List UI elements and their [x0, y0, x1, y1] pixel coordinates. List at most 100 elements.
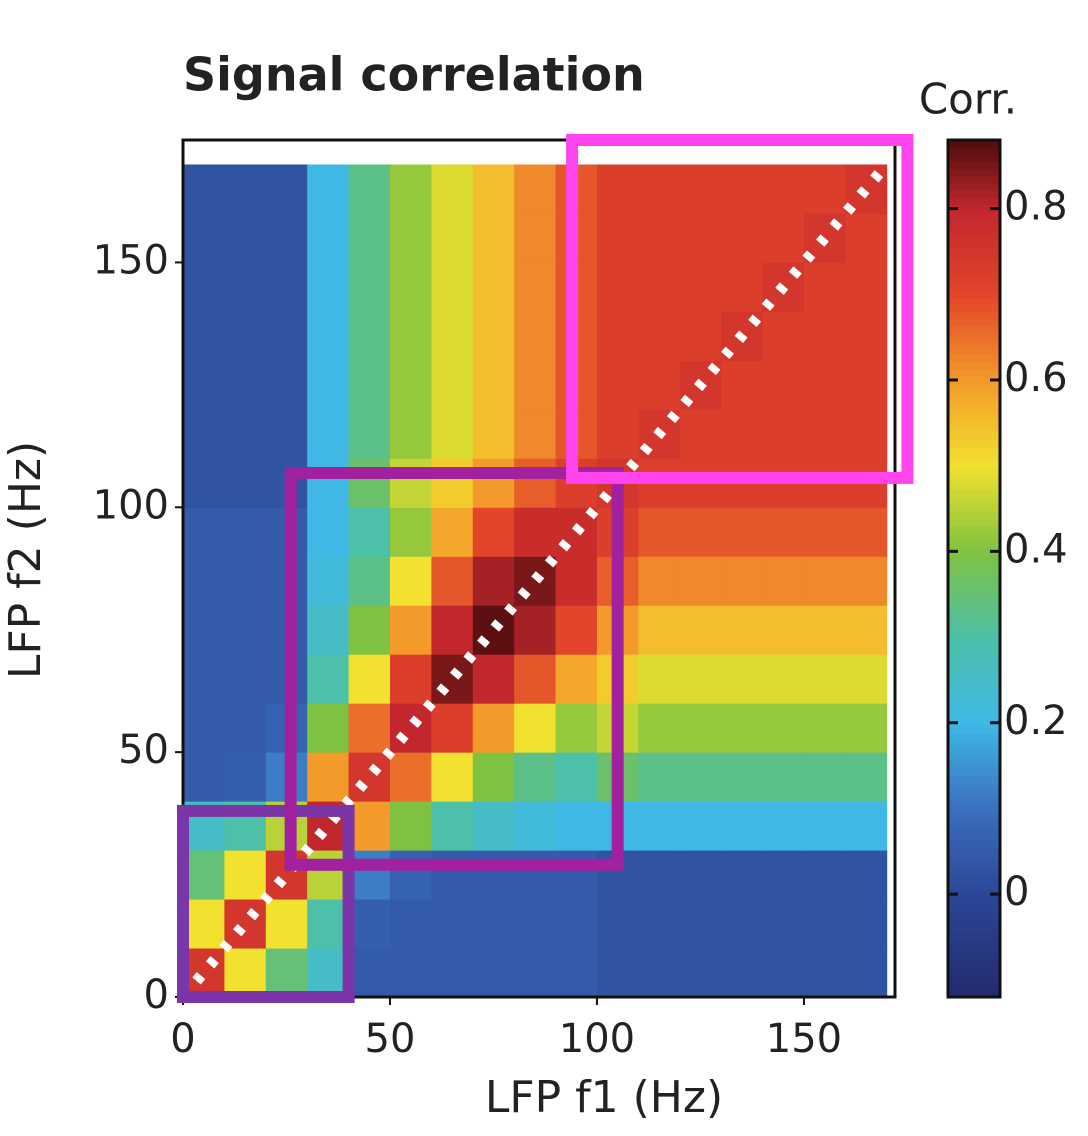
heatmap-cell: [183, 948, 225, 998]
heatmap-cell: [472, 213, 515, 263]
colorbar-segment: [948, 911, 1000, 920]
heatmap: [183, 164, 888, 998]
colorbar-segment: [948, 489, 1000, 498]
colorbar-segment: [948, 761, 1000, 770]
colorbar-segment: [948, 925, 1000, 934]
heatmap-cell: [762, 752, 805, 802]
colorbar-tick-label: 0.4: [1004, 526, 1068, 572]
heatmap-cell: [762, 556, 805, 606]
heatmap-cell: [596, 409, 639, 459]
heatmap-cell: [348, 654, 391, 704]
colorbar-segment: [948, 397, 1000, 405]
colorbar-segment: [948, 254, 1000, 263]
colorbar-segment: [948, 804, 1000, 812]
heatmap-cell: [638, 164, 681, 214]
heatmap-cell: [845, 164, 888, 214]
heatmap-cell: [762, 703, 805, 753]
heatmap-cell: [224, 948, 267, 998]
highlight-box: [566, 134, 914, 484]
heatmap-cell: [389, 262, 432, 312]
heatmap-cell: [224, 850, 267, 900]
heatmap-cell: [555, 654, 598, 704]
heatmap-cell: [762, 311, 805, 361]
colorbar-segment: [948, 311, 1000, 320]
heatmap-cell: [679, 262, 722, 312]
heatmap-cell: [431, 458, 474, 508]
colorbar-segment: [948, 782, 1000, 791]
colorbar-segment: [948, 147, 1000, 155]
colorbar-segment: [948, 575, 1000, 584]
heatmap-cell: [224, 213, 267, 263]
heatmap-cell: [472, 458, 515, 508]
heatmap-cell: [307, 605, 350, 655]
heatmap-cell: [183, 850, 225, 900]
heatmap-cell: [224, 507, 267, 557]
colorbar-segment: [948, 554, 1000, 562]
heatmap-cell: [224, 556, 267, 606]
colorbar-segment: [948, 239, 1000, 248]
heatmap-cell: [389, 752, 432, 802]
heatmap-cell: [472, 948, 515, 998]
heatmap-cell: [555, 556, 598, 606]
heatmap-cell: [845, 703, 888, 753]
heatmap-cell: [762, 899, 805, 949]
heatmap-cell: [224, 311, 267, 361]
heatmap-cell: [596, 213, 639, 263]
colorbar-segment: [948, 882, 1000, 891]
heatmap-cell: [638, 948, 681, 998]
colorbar-segment: [948, 989, 1000, 998]
heatmap-cell: [638, 556, 681, 606]
heatmap-cell: [845, 507, 888, 557]
colorbar-segment: [948, 389, 1000, 398]
heatmap-cell: [514, 850, 557, 900]
heatmap-cell: [803, 556, 846, 606]
y-tick-label: 150: [93, 237, 169, 283]
heatmap-cell: [679, 605, 722, 655]
heatmap-cell: [431, 213, 474, 263]
colorbar-segment: [948, 632, 1000, 641]
heatmap-cell: [472, 899, 515, 949]
colorbar-segment: [948, 861, 1000, 870]
heatmap-cell: [679, 311, 722, 361]
heatmap-cell: [431, 409, 474, 459]
colorbar-segment: [948, 447, 1000, 455]
colorbar-segment: [948, 304, 1000, 312]
colorbar-segment: [948, 847, 1000, 855]
colorbar-segment: [948, 368, 1000, 377]
colorbar-label: Corr.: [919, 75, 1017, 124]
heatmap-cell: [472, 801, 515, 851]
colorbar-segment: [948, 168, 1000, 177]
colorbar-segment: [948, 889, 1000, 898]
heatmap-cell: [307, 507, 350, 557]
heatmap-cell: [348, 458, 391, 508]
heatmap-cell: [596, 164, 639, 214]
colorbar-segment: [948, 339, 1000, 348]
heatmap-cell: [265, 899, 308, 949]
x-axis-label: LFP f1 (Hz): [485, 1072, 723, 1123]
heatmap-cell: [638, 850, 681, 900]
heatmap-cell: [638, 752, 681, 802]
colorbar-segment: [948, 375, 1000, 384]
heatmap-cell: [389, 213, 432, 263]
colorbar-segment: [948, 418, 1000, 427]
heatmap-cell: [307, 213, 350, 263]
heatmap-cell: [514, 311, 557, 361]
heatmap-cell: [183, 311, 225, 361]
colorbar-segment: [948, 511, 1000, 520]
heatmap-cell: [638, 605, 681, 655]
heatmap-cell: [348, 262, 391, 312]
colorbar-segment: [948, 747, 1000, 755]
heatmap-cell: [224, 458, 267, 508]
heatmap-cell: [721, 360, 764, 410]
heatmap-cell: [596, 360, 639, 410]
heatmap-cell: [431, 164, 474, 214]
colorbar-segment: [948, 439, 1000, 448]
heatmap-cell: [803, 605, 846, 655]
heatmap-cell: [389, 654, 432, 704]
heatmap-cell: [183, 654, 225, 704]
heatmap-cell: [803, 801, 846, 851]
heatmap-cell: [431, 360, 474, 410]
heatmap-cell: [514, 360, 557, 410]
heatmap-cell: [762, 507, 805, 557]
heatmap-cell: [679, 850, 722, 900]
